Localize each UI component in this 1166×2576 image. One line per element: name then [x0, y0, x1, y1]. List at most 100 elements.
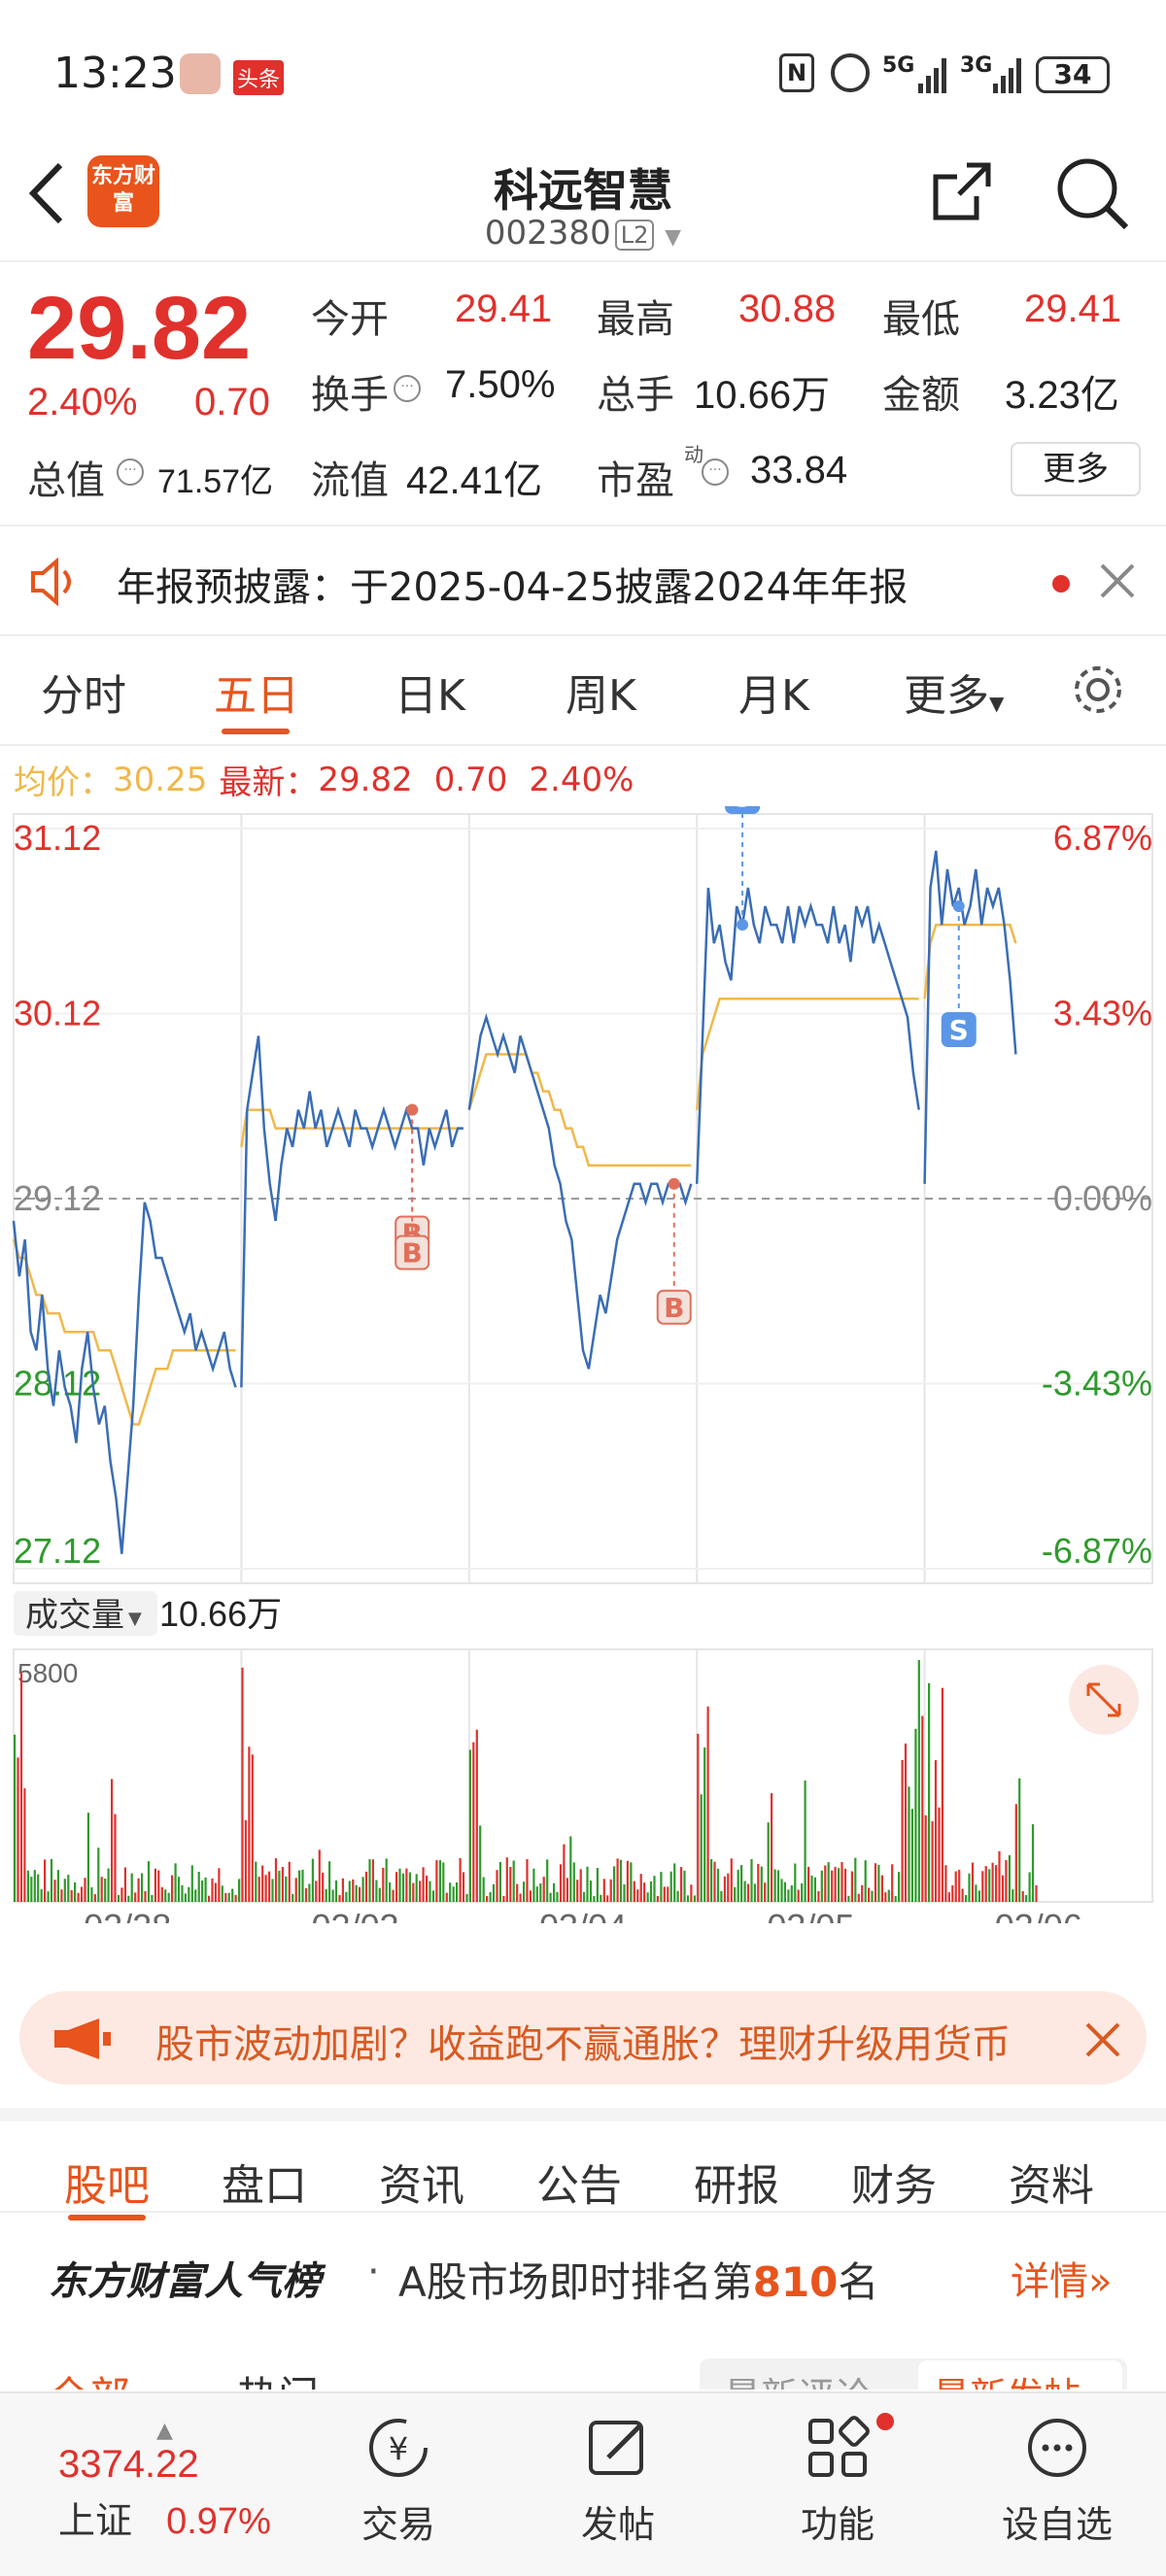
volume-bar: [680, 1867, 683, 1902]
share-icon[interactable]: [928, 157, 996, 229]
volume-bar: [790, 1885, 793, 1902]
stock-header: 东方财富 科远智慧 002380 L2 ▼: [0, 146, 1166, 262]
volume-bar: [26, 1870, 29, 1902]
volume-bar: [519, 1893, 522, 1902]
volume-bar: [619, 1859, 623, 1902]
back-icon[interactable]: [25, 159, 68, 231]
close-icon[interactable]: [1098, 561, 1137, 604]
pe-info-icon[interactable]: ···: [702, 458, 729, 486]
settings-gear-icon[interactable]: [1069, 661, 1127, 723]
volume-bar: [359, 1886, 361, 1902]
latest-change-pct: 2.40%: [529, 760, 634, 799]
tab-guba[interactable]: 股吧: [64, 2161, 150, 2211]
nfc-icon: N: [779, 53, 814, 92]
volume-bar: [710, 1859, 713, 1902]
filter-all[interactable]: 全部: [49, 2364, 130, 2390]
status-bar: 13:23 头条 N 5G 3G 34: [0, 0, 1166, 146]
volume-bar: [137, 1878, 140, 1902]
popularity-rank[interactable]: 东方财富人气榜 · A股市场即时排名第810名 详情»: [0, 2215, 1166, 2331]
y-tick-right: 0.00%: [1053, 1178, 1152, 1218]
tab-news[interactable]: 资讯: [379, 2161, 464, 2211]
volume-bar: [871, 1890, 874, 1902]
volume-bar: [771, 1793, 773, 1902]
volume-bar: [141, 1873, 144, 1902]
filter-hot[interactable]: 热门: [237, 2364, 319, 2390]
nav-trade[interactable]: ¥ 交易: [330, 2413, 466, 2548]
index-widget[interactable]: ▲ 3374.22 上证 0.97%: [58, 2419, 271, 2544]
volume-bar: [961, 1888, 964, 1902]
tab-finance[interactable]: 财务: [851, 2161, 937, 2211]
volume-bar: [947, 1892, 950, 1902]
more-button[interactable]: 更多: [1011, 442, 1141, 496]
tab-intraday[interactable]: 分时: [41, 671, 126, 721]
low-value: 29.41: [1024, 288, 1122, 330]
volume-bar: [673, 1863, 676, 1902]
volume-bar: [40, 1889, 43, 1902]
y-tick-right: 3.43%: [1053, 994, 1152, 1034]
volume-bar: [593, 1896, 596, 1902]
volume-bar: [583, 1891, 586, 1902]
stock-code-row[interactable]: 002380 L2 ▼: [0, 214, 1166, 253]
volume-bar: [750, 1859, 753, 1902]
nav-post[interactable]: 发帖: [550, 2413, 686, 2548]
tab-profile[interactable]: 资料: [1009, 2161, 1094, 2211]
volume-bar: [117, 1895, 120, 1902]
mktcap-info-icon[interactable]: ···: [117, 458, 144, 486]
search-icon[interactable]: [1054, 155, 1132, 237]
tab-daily-k[interactable]: 日K: [394, 671, 465, 721]
volume-bar: [382, 1868, 385, 1902]
notice-bar[interactable]: 年报预披露：于2025-04-25披露2024年年报: [0, 525, 1166, 636]
tab-announcements[interactable]: 公告: [536, 2161, 622, 2211]
sort-latest-post[interactable]: 最新发帖: [933, 2366, 1080, 2390]
volume-bar: [33, 1870, 36, 1902]
volume-bar: [167, 1892, 170, 1902]
volume-bar: [868, 1887, 871, 1902]
volume-bar: [449, 1882, 452, 1902]
volume-bar: [197, 1872, 200, 1902]
volume-bar: [1028, 1872, 1031, 1902]
y-tick-right: -6.87%: [1042, 1531, 1152, 1571]
volume-bar: [392, 1889, 394, 1902]
info-icon[interactable]: ···: [394, 375, 421, 402]
volume-bar: [104, 1879, 107, 1902]
tab-monthly-k[interactable]: 月K: [738, 671, 809, 721]
volume-bar: [231, 1888, 234, 1902]
tab-weekly-k[interactable]: 周K: [566, 671, 636, 721]
price-line-day: [12, 1202, 237, 1554]
tab-five-day[interactable]: 五日: [214, 671, 299, 721]
volume-bar: [723, 1876, 726, 1902]
volume-bar: [86, 1813, 89, 1902]
price-line-day: [467, 1013, 693, 1370]
volume-bar: [797, 1889, 800, 1902]
tab-more[interactable]: 更多▼: [904, 661, 1004, 723]
sort-latest-comment[interactable]: 最新评论: [724, 2366, 872, 2390]
volume-bar: [820, 1870, 823, 1902]
rank-text-before: A股市场即时排名第: [398, 2258, 753, 2306]
nav-add-watchlist[interactable]: 设自选: [989, 2413, 1125, 2548]
volume-bar: [991, 1862, 994, 1902]
volume-bar: [328, 1861, 331, 1902]
volume-bar: [30, 1877, 33, 1902]
app-logo: 东方财富: [87, 155, 159, 227]
tab-pankou[interactable]: 盘口: [222, 2161, 307, 2211]
tab-research[interactable]: 研报: [694, 2161, 779, 2211]
nav-functions[interactable]: 功能: [770, 2413, 906, 2548]
rank-detail-link[interactable]: 详情»: [1011, 2250, 1112, 2306]
volume-bar: [177, 1877, 181, 1902]
volume-bar: [968, 1873, 971, 1902]
x-tick-label: 03/05: [767, 1907, 854, 1923]
price-line-day: [923, 850, 1017, 1184]
volume-bar: [532, 1868, 535, 1902]
volume-bar: [341, 1878, 344, 1902]
volume-bar: [1035, 1884, 1038, 1902]
volume-bar: [1018, 1778, 1021, 1902]
y-tick-left: 30.12: [14, 994, 101, 1034]
volume-bar: [315, 1881, 318, 1902]
five-day-chart[interactable]: 31.12 30.12 29.12 28.12 27.12 6.87% 3.43% 0.00%…: [0, 779, 1166, 1947]
volume-bar: [734, 1886, 737, 1902]
volume-bar: [794, 1863, 797, 1902]
ad-banner[interactable]: 股市波动加剧？收益跑不赢通胀？理财升级用货币: [19, 1991, 1147, 2085]
volume-bar: [931, 1821, 934, 1902]
banner-close-icon[interactable]: [1083, 2020, 1122, 2063]
volume-bar: [523, 1881, 526, 1902]
